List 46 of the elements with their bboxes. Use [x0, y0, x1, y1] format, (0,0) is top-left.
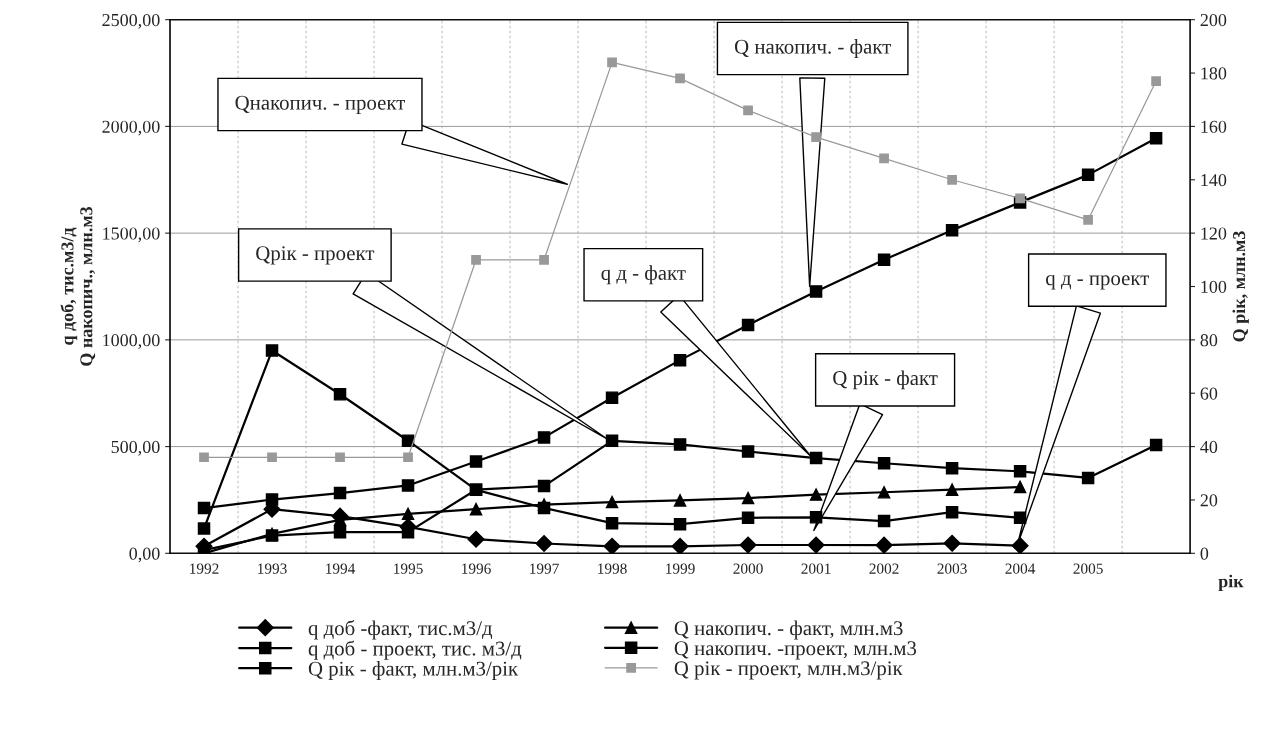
legend-label: Q накопич. -проект, млн.м3 [674, 641, 917, 660]
y-tick-label: 2500,00 [102, 13, 160, 29]
annotation: q д - проект [1046, 275, 1149, 290]
x-tick-label: 1992 [190, 563, 219, 574]
y2-tick-label: 200 [1200, 13, 1227, 27]
x-tick-label: 1999 [666, 563, 695, 574]
y2-tick-label: 80 [1200, 334, 1218, 347]
y-tick-label: 1000,00 [103, 334, 160, 349]
legend-label: q доб -факт, тис.м3/д [308, 620, 493, 640]
legend-label: q доб - проект, тис. м3/д [308, 640, 522, 660]
annotation: q д - факт [601, 265, 686, 285]
y2-tick-label: 20 [1200, 494, 1218, 507]
y2-tick-label: 160 [1201, 120, 1227, 133]
y2-axis-title: Q рік, млн.м3 [1232, 231, 1249, 342]
y-tick-label: 500,00 [111, 440, 160, 456]
x-tick-label: 1993 [258, 563, 287, 574]
y2-tick-label: 0 [1200, 547, 1209, 560]
y-axis-title: q доб, тис.м3/д Q накопич., млн.м3 [60, 206, 96, 366]
x-tick-label: 1998 [598, 563, 627, 574]
x-tick-label: 2005 [1073, 563, 1103, 574]
legend-label: Q накопич. - факт, млн.м3 [674, 620, 903, 640]
y2-tick-label: 140 [1201, 174, 1227, 187]
y2-tick-label: 120 [1201, 227, 1227, 240]
legend-label: Q рік - факт, млн.м3/рік [308, 661, 519, 680]
y-tick-label: 1500,00 [103, 227, 160, 243]
y-tick-label: 2000,00 [102, 120, 160, 136]
x-tick-label: 2000 [733, 563, 763, 574]
x-tick-label: 1994 [326, 563, 356, 574]
y2-tick-label: 40 [1200, 440, 1218, 454]
x-tick-label: 1997 [530, 563, 559, 574]
y2-tick-label: 100 [1201, 280, 1227, 293]
x-tick-label: 2003 [937, 563, 967, 574]
legend-label: Q рік - проект, млн.м3/рік [674, 661, 903, 680]
x-tick-label: 2004 [1005, 563, 1036, 574]
x-tick-label: 1996 [462, 563, 491, 574]
y2-tick-label: 180 [1201, 67, 1227, 80]
annotation: Qнакопич. - проект [235, 95, 405, 114]
x-axis-title: рік [1218, 574, 1244, 592]
annotation: Qрік - проект [256, 246, 375, 265]
x-tick-label: 1995 [394, 563, 423, 574]
x-tick-label: 2002 [869, 563, 899, 574]
y-tick-label: 0,00 [129, 547, 160, 563]
annotation: Q рік - факт [833, 370, 938, 390]
annotation: Q накопич. - факт [734, 39, 891, 58]
x-tick-label: 2001 [801, 563, 831, 574]
y2-tick-label: 60 [1200, 387, 1218, 400]
